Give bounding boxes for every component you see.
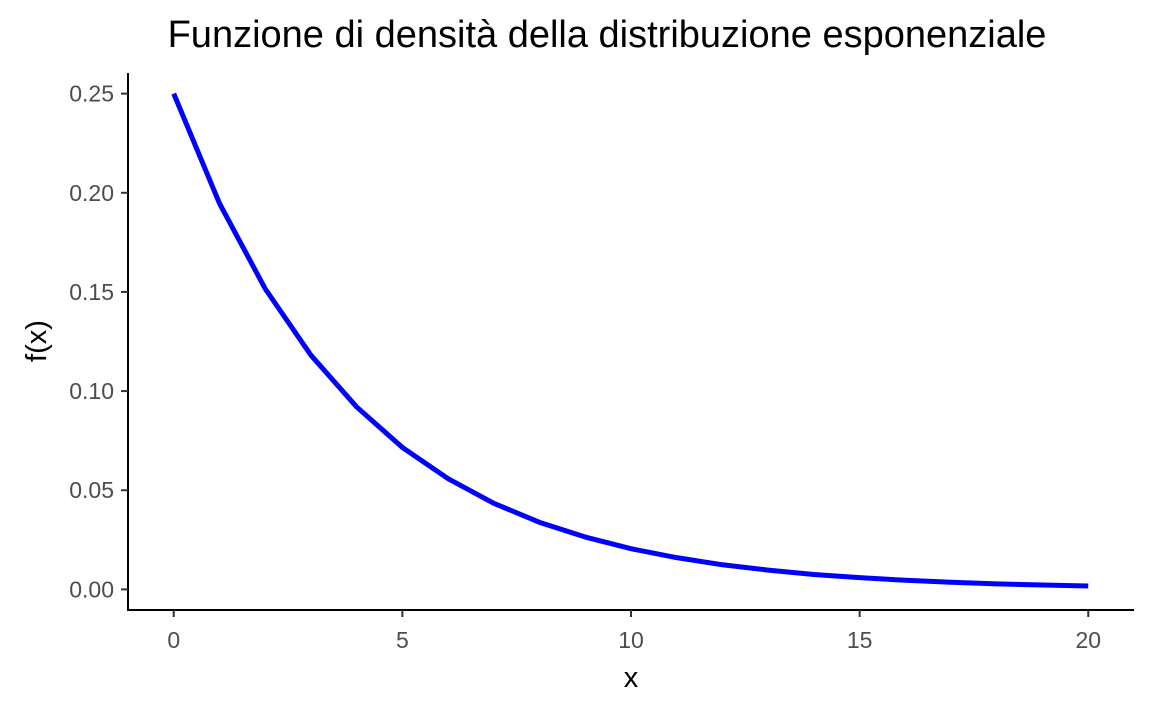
y-tick-label: 0.05 (69, 477, 114, 503)
x-tick-label: 10 (618, 627, 644, 653)
y-tick-label: 0.20 (69, 180, 114, 206)
x-axis-title: x (624, 662, 639, 694)
y-axis-ticks: 0.00 0.05 0.10 0.15 0.20 0.25 (69, 81, 128, 602)
chart-title: Funzione di densità della distribuzione … (168, 14, 1047, 56)
x-axis-ticks: 0 5 10 15 20 (167, 610, 1101, 653)
series-group (171, 92, 1089, 589)
x-tick-label: 20 (1075, 627, 1101, 653)
density-curve (171, 92, 1089, 589)
y-tick-label: 0.10 (69, 378, 114, 404)
y-axis-title: f(x) (21, 320, 53, 362)
x-tick-label: 15 (847, 627, 873, 653)
y-tick-label: 0.15 (69, 279, 114, 305)
plot-area: 0.00 0.05 0.10 0.15 0.20 0.25 0 5 10 15 20 (69, 73, 1134, 653)
y-tick-label: 0.25 (69, 81, 114, 107)
x-tick-label: 0 (167, 627, 180, 653)
y-tick-label: 0.00 (69, 576, 114, 602)
x-tick-label: 5 (396, 627, 409, 653)
